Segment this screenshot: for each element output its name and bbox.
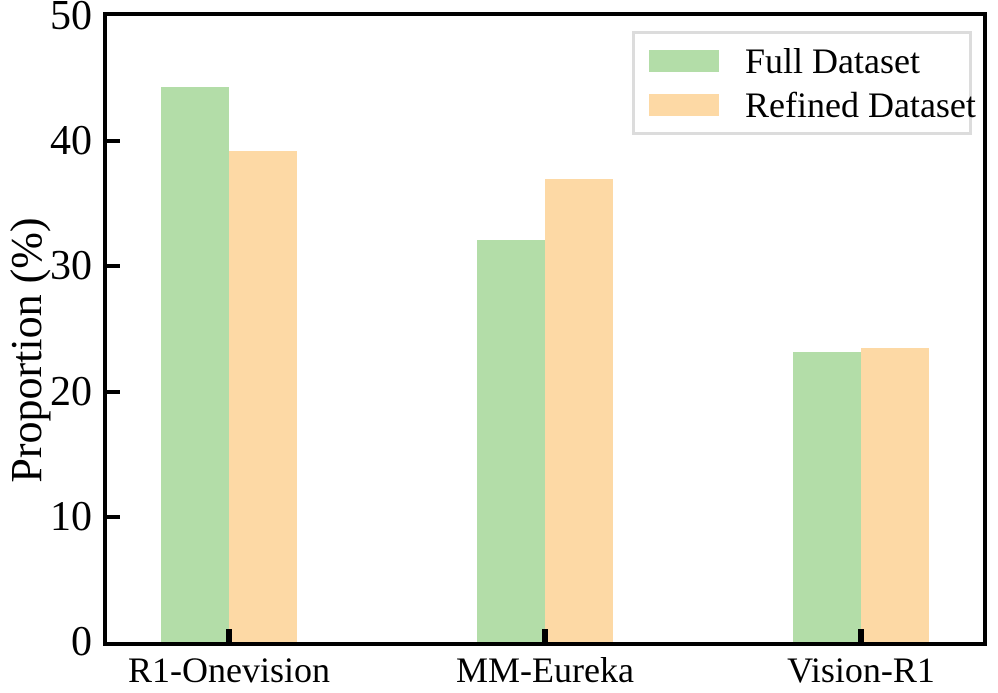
bar-vision-r1-refined-dataset [861, 347, 929, 642]
legend: Full Dataset Refined Dataset [632, 31, 976, 135]
bar-mm-eureka-full-dataset [477, 240, 545, 642]
x-tick [226, 629, 232, 642]
y-tick [107, 389, 120, 394]
y-tick-label: 40 [50, 118, 92, 165]
legend-label-full-dataset: Full Dataset [745, 40, 920, 81]
bar-r1-onevision-refined-dataset [229, 151, 297, 642]
legend-swatch-full-dataset [649, 49, 719, 72]
x-tick-label: R1-Onevision [128, 650, 330, 690]
y-tick [107, 264, 120, 269]
bar-mm-eureka-refined-dataset [545, 178, 613, 642]
bar-r1-onevision-full-dataset [161, 87, 229, 642]
legend-label-refined-dataset: Refined Dataset [745, 85, 976, 126]
y-tick-label: 30 [50, 243, 92, 290]
y-tick-label: 0 [71, 619, 92, 665]
legend-item-full-dataset: Full Dataset [649, 43, 955, 79]
legend-swatch-refined-dataset [649, 94, 719, 117]
x-tick [542, 629, 548, 642]
y-tick [107, 514, 120, 519]
y-tick-label: 20 [50, 368, 92, 415]
x-tick [858, 629, 864, 642]
y-tick-label: 50 [50, 0, 92, 39]
legend-item-refined-dataset: Refined Dataset [649, 87, 976, 123]
y-tick [107, 139, 120, 144]
x-tick-label: MM-Eureka [456, 650, 634, 690]
x-tick-label: Vision-R1 [787, 650, 935, 690]
y-tick-label: 10 [50, 493, 92, 540]
bar-vision-r1-full-dataset [793, 351, 861, 642]
